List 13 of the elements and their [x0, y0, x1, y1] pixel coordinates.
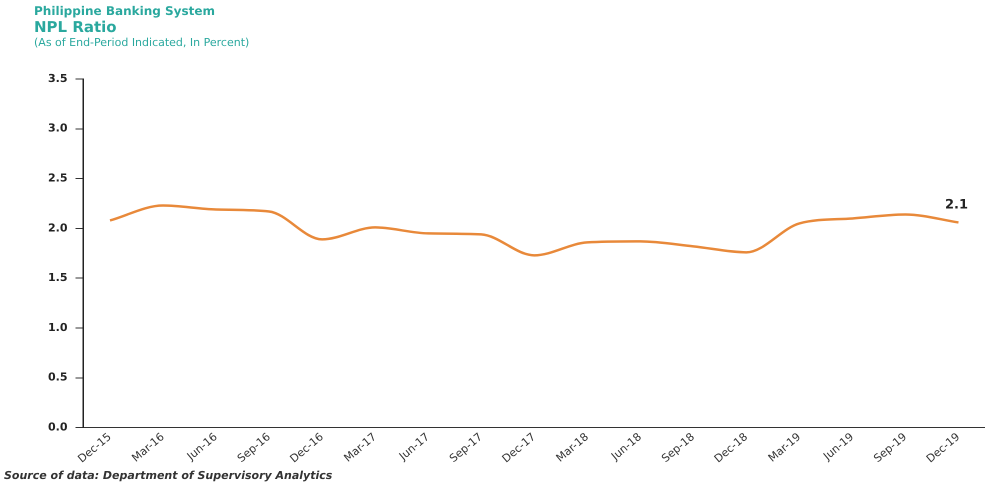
source-note: Source of data: Department of Supervisory Analytics	[3, 469, 334, 482]
y-tick-label: 1.5	[48, 271, 68, 284]
y-tick-label: 0.0	[48, 420, 68, 434]
y-tick-label: 1.0	[48, 320, 68, 334]
chart-subtitle: (As of End-Period Indicated, In Percent)	[33, 36, 250, 49]
data-label: 2.1	[944, 197, 968, 212]
y-tick-label: 2.0	[48, 221, 68, 234]
y-tick-label: 3.5	[48, 72, 68, 85]
text: Philippine Banking System	[33, 4, 216, 18]
chart-title: NPL Ratio	[33, 18, 118, 36]
y-tick-label: 0.5	[48, 370, 68, 384]
y-tick-label: 2.5	[48, 171, 68, 184]
y-tick-label: 3.0	[48, 122, 68, 135]
